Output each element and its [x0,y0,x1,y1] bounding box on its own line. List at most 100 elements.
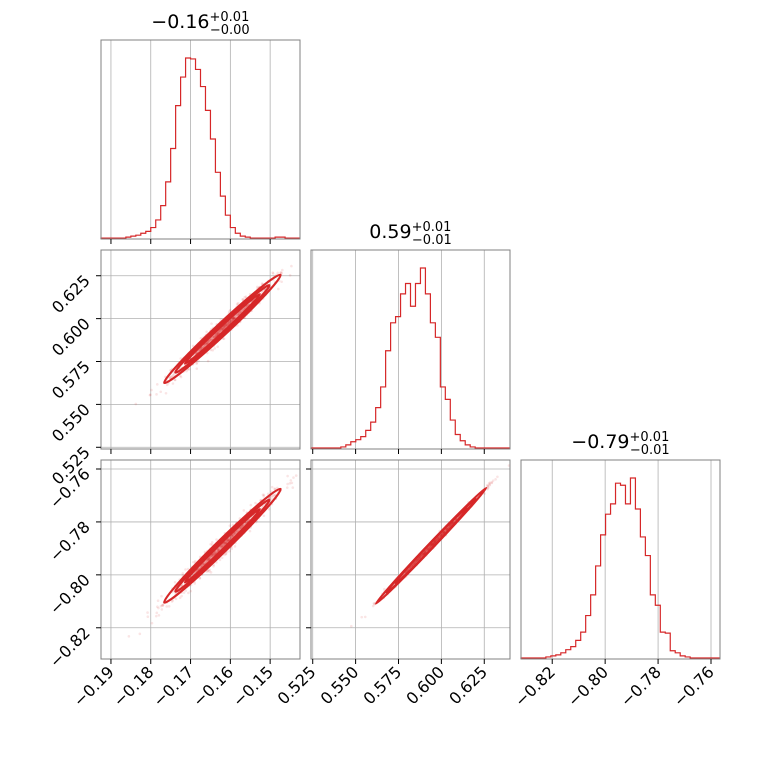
scatter-point [426,548,429,551]
scatter-point [167,605,171,608]
scatter-point [294,474,298,477]
scatter-point [201,346,204,350]
scatter-point [418,555,422,559]
scatter-point [216,332,220,335]
x-tick-label: −0.15 [229,662,277,710]
scatter-point [210,322,213,325]
scatter-point [420,554,423,558]
scatter-point [214,334,218,338]
density-contour [404,517,458,574]
scatter-point [236,313,240,316]
x-tick-label: −0.17 [149,662,197,710]
scatter-point [228,549,232,553]
scatter-point [436,536,440,540]
scatter-point [435,539,438,542]
scatter-point [486,483,489,487]
scatter-point [209,543,212,546]
scatter-point [262,514,266,518]
scatter-point [373,602,376,606]
scatter-point [230,319,234,322]
scatter-point [443,529,447,533]
scatter-point [372,602,376,605]
scatter-point [232,532,236,536]
scatter-point [442,530,446,534]
scatter-point [232,316,236,320]
scatter-point [220,327,224,331]
scatter-point [236,312,240,316]
scatter-point [231,534,235,538]
scatter-point [279,271,283,274]
scatter-point [236,529,239,533]
grid [312,250,485,449]
panel-content [127,474,298,638]
scatter-point [222,553,226,557]
scatter-point [219,545,223,549]
scatter-point [220,328,223,331]
scatter-point [216,331,219,335]
scatter-point [270,485,274,489]
scatter-point [224,324,227,327]
scatter-point [415,558,419,562]
scatter-point [161,604,165,607]
scatter-point [223,326,226,329]
scatter-point [173,581,177,584]
scatter-point [173,378,177,382]
scatter-point [490,481,494,484]
param-title: −0.16+0.01 −0.00 [151,10,249,38]
scatter-point [210,555,213,559]
scatter-point [419,554,423,558]
scatter-point [160,594,163,598]
scatter-point [276,271,280,275]
scatter-point [273,494,276,497]
scatter-point [213,347,216,350]
scatter-point [227,321,231,325]
y-tick-label: 0.625 [48,271,94,317]
panel-frame [520,459,721,660]
scatter-point [233,545,237,548]
scatter-point [210,554,213,557]
scatter-point [212,564,215,568]
scatter-point [439,533,443,537]
scatter-point [225,323,228,327]
panel-frame [310,249,511,450]
scatter-point [422,552,426,555]
scatter-point [230,547,233,551]
scatter-point [290,481,294,485]
scatter-point [413,561,417,564]
scatter-point [201,562,205,566]
scatter-panel-0-2: −0.19−0.18−0.17−0.16−0.15 −0.82 −0.80 −0.78… [46,459,301,710]
scatter-point [435,537,439,540]
scatter-point [205,342,209,346]
scatter-point [285,486,289,489]
scatter-point [218,329,222,332]
scatter-point [248,529,252,533]
scatter-point [225,539,229,542]
scatter-point [433,540,436,544]
scatter-point [180,594,183,598]
scatter-point [421,552,425,556]
scatter-point [210,554,214,557]
scatter-point [184,568,187,571]
scatter-point [426,547,430,550]
scatter-point [178,596,182,600]
scatter-point [425,548,428,552]
scatter-point [179,357,183,360]
scatter-point [420,553,424,557]
scatter-point [220,327,224,331]
scatter-point [431,542,434,546]
x-tick-label: −0.82 [511,662,559,710]
hist-panel-2: −0.82 −0.80 −0.78 −0.76 −0.79+0.01 −0.01 [511,430,721,710]
scatter-point [227,538,230,542]
scatter-point [213,552,216,555]
scatter-point [148,393,152,397]
scatter-point [239,525,243,529]
scatter-point [212,335,216,339]
scatter-point [199,565,203,568]
scatter-point [214,333,218,336]
scatter-point [440,532,444,536]
scatter-point [422,552,426,555]
scatter-point [206,342,209,345]
scatter-point [165,605,169,608]
scatter-point [205,330,208,334]
